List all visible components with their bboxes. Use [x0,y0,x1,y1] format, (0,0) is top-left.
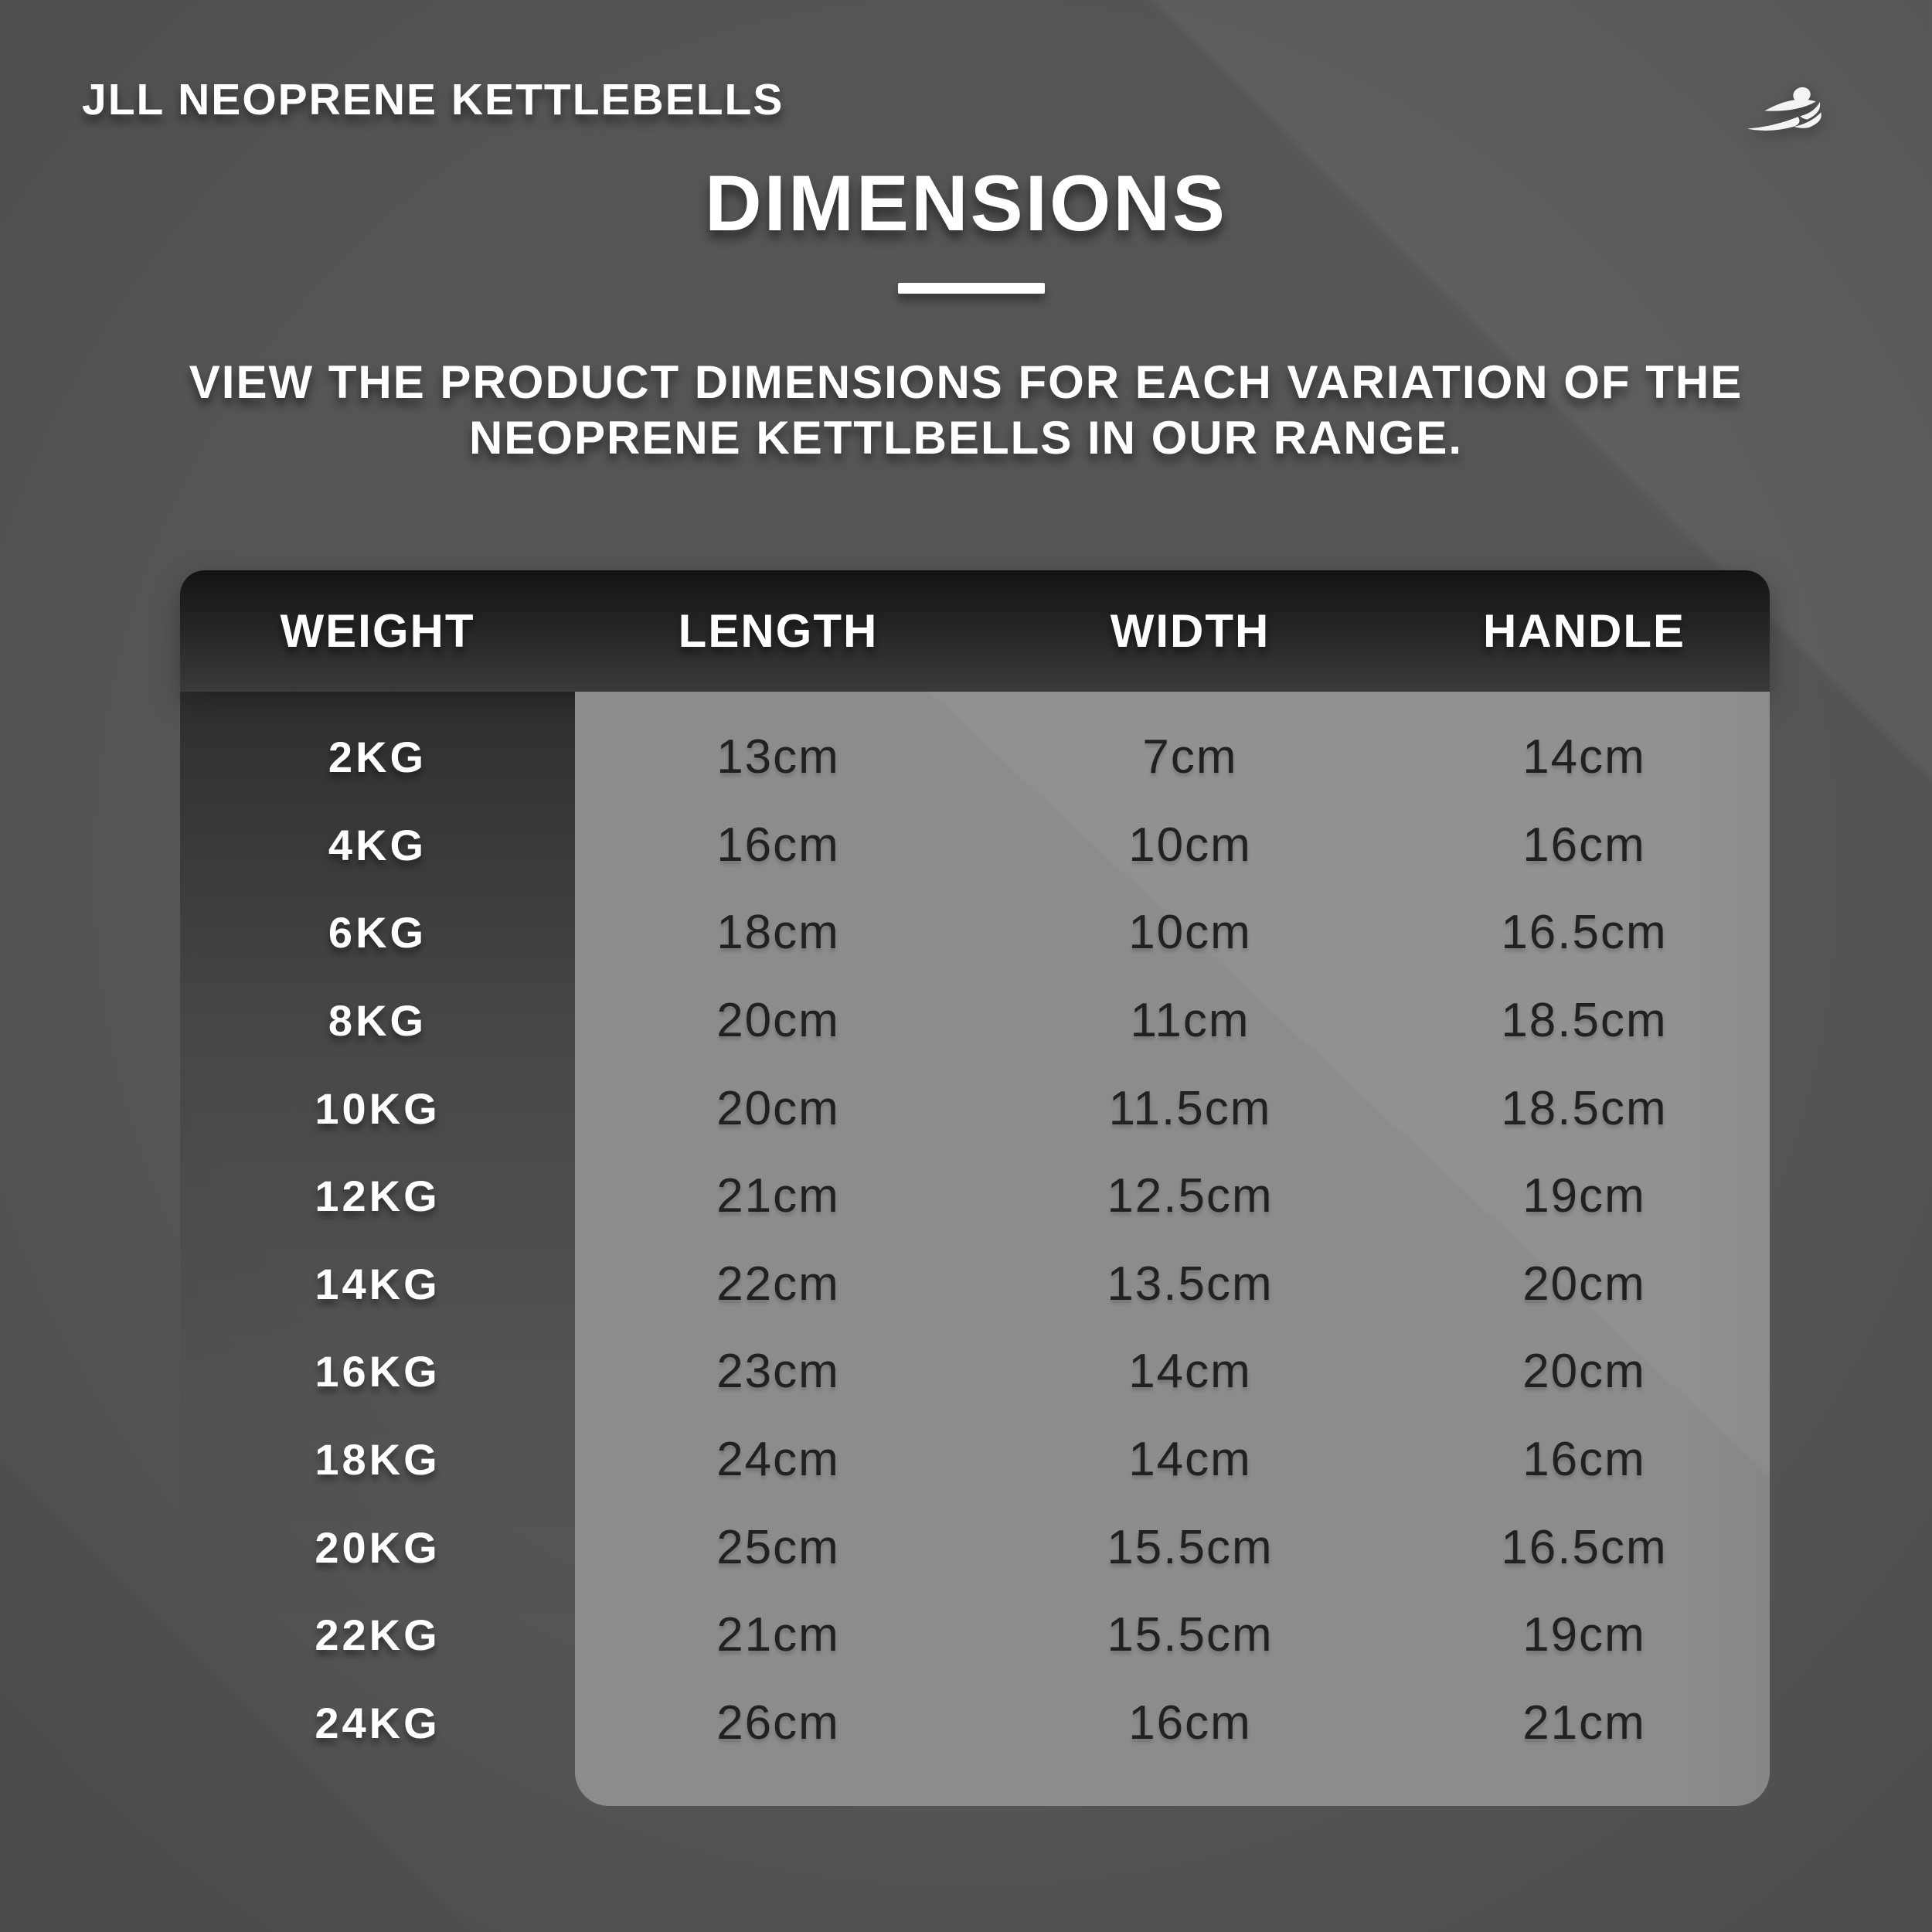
handle-value: 18.5cm [1501,994,1668,1048]
weight-label: 14KG [315,1259,440,1308]
length-value: 16cm [716,818,840,872]
subtitle: VIEW THE PRODUCT DIMENSIONS FOR EACH VAR… [0,355,1932,466]
width-value: 13.5cm [1107,1257,1274,1311]
handle-value: 16.5cm [1501,906,1668,960]
length-value: 26cm [716,1696,840,1750]
table-body-panel [575,692,1770,1806]
weight-label: 20KG [315,1522,440,1572]
weight-column-shade [180,692,575,1658]
weight-label: 6KG [328,908,427,957]
length-value: 21cm [716,1608,840,1662]
width-value: 16cm [1128,1696,1252,1750]
table-rows: 2KG 13cm 7cm 14cm 4KG 16cm 10cm 16cm 6KG… [180,692,1770,1767]
weight-label: 10KG [315,1083,440,1133]
width-value: 11cm [1130,994,1250,1048]
width-value: 15.5cm [1107,1608,1274,1662]
weight-label: 16KG [315,1347,440,1396]
handle-value: 19cm [1522,1169,1646,1223]
width-value: 11.5cm [1108,1081,1272,1135]
weight-label: 12KG [315,1172,440,1221]
handle-value: 16cm [1522,1433,1646,1487]
length-value: 13cm [716,730,840,784]
column-header-weight: WEIGHT [280,605,475,657]
handle-value: 18.5cm [1501,1081,1668,1135]
weight-label: 8KG [328,996,427,1046]
weight-label: 18KG [315,1435,440,1485]
weight-label: 4KG [328,820,427,869]
column-header-width: WIDTH [1110,605,1270,657]
width-value: 14cm [1128,1345,1252,1399]
length-value: 21cm [716,1169,840,1223]
brand-title: JLL NEOPRENE KETTLEBELLS [82,75,784,124]
table-header-row: WEIGHT LENGTH WIDTH HANDLE [180,570,1770,692]
handle-value: 16.5cm [1501,1520,1668,1574]
weight-label: 2KG [328,733,427,782]
length-value: 18cm [716,906,840,960]
width-value: 14cm [1128,1433,1252,1487]
handle-value: 21cm [1522,1696,1646,1750]
handle-value: 19cm [1522,1608,1646,1662]
subtitle-line-2: NEOPRENE KETTLBELLS IN OUR RANGE. [468,412,1464,464]
length-value: 22cm [716,1257,840,1311]
length-value: 24cm [716,1433,840,1487]
handle-value: 16cm [1522,818,1646,872]
jll-runner-icon [1747,87,1821,131]
column-header-length: LENGTH [678,605,879,657]
handle-value: 20cm [1522,1257,1646,1311]
width-value: 10cm [1128,906,1252,960]
handle-value: 14cm [1522,730,1646,784]
subtitle-line-1: VIEW THE PRODUCT DIMENSIONS FOR EACH VAR… [189,356,1743,408]
title-underline [898,283,1045,294]
page-title: DIMENSIONS [704,159,1228,247]
width-value: 10cm [1128,818,1252,872]
length-value: 20cm [716,994,840,1048]
weight-label: 22KG [315,1611,440,1660]
column-header-handle: HANDLE [1483,605,1685,657]
dimensions-table: WEIGHT LENGTH WIDTH HANDLE 2KG 13cm 7cm … [180,570,1770,1806]
width-value: 12.5cm [1107,1169,1274,1223]
width-value: 15.5cm [1107,1520,1274,1574]
length-value: 23cm [716,1345,840,1399]
weight-label: 24KG [315,1698,440,1747]
width-value: 7cm [1142,730,1238,784]
table-body: 2KG 13cm 7cm 14cm 4KG 16cm 10cm 16cm 6KG… [180,692,1770,1806]
length-value: 20cm [716,1081,840,1135]
length-value: 25cm [716,1520,840,1574]
handle-value: 20cm [1522,1345,1646,1399]
